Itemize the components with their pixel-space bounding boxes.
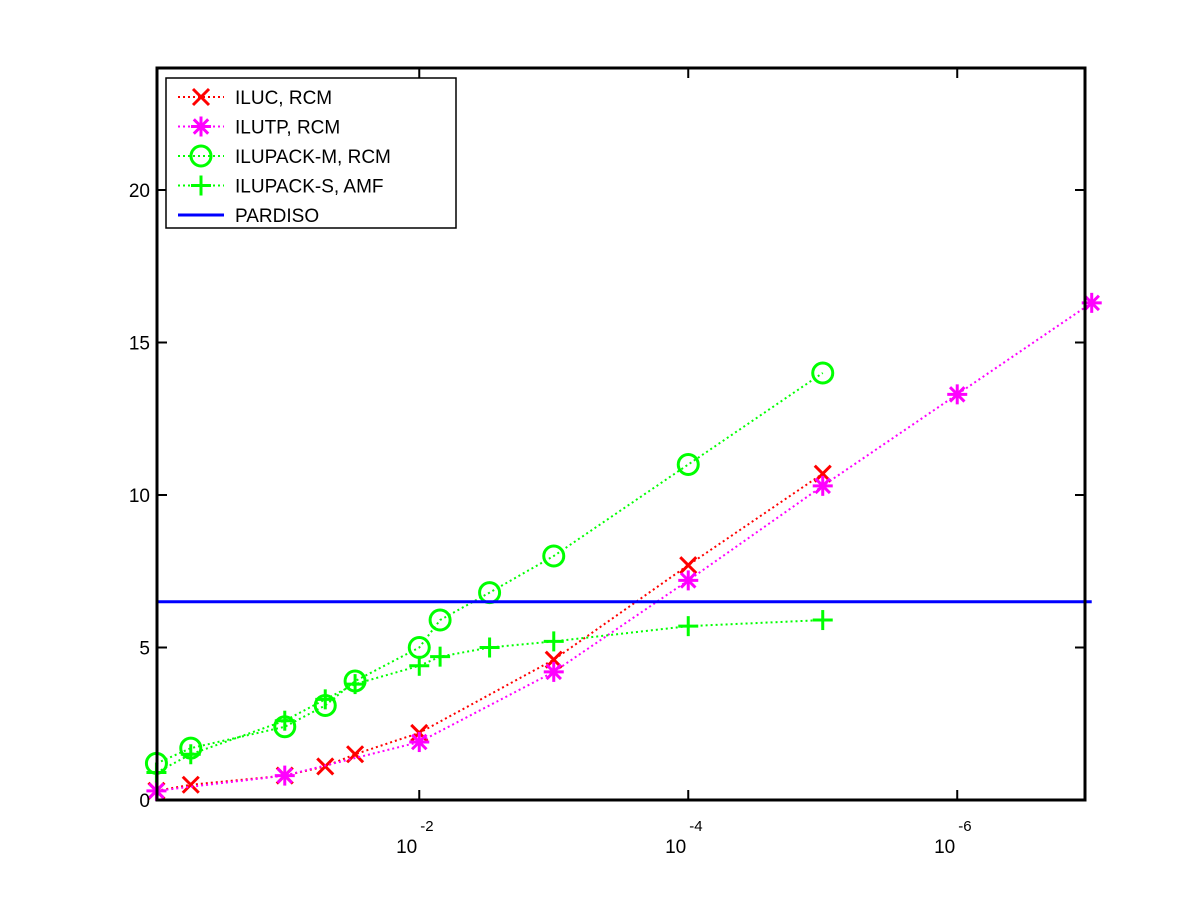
x-tick-label-exponent: -6 xyxy=(958,818,971,835)
point-ilupack-m-rcm-6 xyxy=(428,608,452,632)
point-ilutp-rcm-7-d2 xyxy=(1083,294,1100,312)
legend-entry-ilupack-m-rcm: ILUPACK-M, RCM xyxy=(178,144,391,168)
legend-label-ilutp-rcm: ILUTP, RCM xyxy=(235,118,340,139)
series-line-iluc-rcm xyxy=(156,472,824,792)
legend-entry-iluc-rcm: ILUC, RCM xyxy=(178,87,332,109)
x-tick-label-base: 10 xyxy=(396,837,417,858)
x-tick-label-exponent: -4 xyxy=(689,818,702,835)
point-ilupack-m-rcm-8 xyxy=(542,544,566,568)
point-ilutp-rcm-4-d2 xyxy=(679,572,697,589)
legend-label-ilupack-s-amf: ILUPACK-S, AMF xyxy=(235,177,384,198)
y-tick-label: 5 xyxy=(139,639,150,660)
legend-label-pardiso: PARDISO xyxy=(235,206,319,227)
x-tick-label-base: 10 xyxy=(665,837,686,858)
legend-label-iluc-rcm: ILUC, RCM xyxy=(235,88,332,109)
y-tick-label: 10 xyxy=(129,486,150,507)
axes-frame xyxy=(155,66,1087,802)
series-line-ilupack-s-amf xyxy=(155,619,823,774)
y-tick-label: 15 xyxy=(129,334,150,355)
legend-entry-ilupack-s-amf: ILUPACK-S, AMF xyxy=(178,175,384,198)
series-line-ilupack-m-rcm xyxy=(156,372,824,765)
series-layer xyxy=(144,292,1102,801)
x-tick-label-exponent: -2 xyxy=(420,818,433,835)
legend-marker-iluc-rcm-b xyxy=(191,87,211,107)
legend-marker-ilupack-m-rcm xyxy=(189,144,213,168)
point-ilutp-rcm-3-d2 xyxy=(545,663,563,681)
legend-entry-pardiso: PARDISO xyxy=(178,206,319,227)
legend-label-ilupack-m-rcm: ILUPACK-M, RCM xyxy=(235,147,391,168)
point-ilupack-m-rcm-9 xyxy=(676,453,700,476)
point-ilutp-rcm-6-d2 xyxy=(948,386,966,403)
legend: ILUC, RCM ILUTP, RCM ILUPACK-M, RCM ILUPACK… xyxy=(165,77,457,229)
x-tick-label-base: 10 xyxy=(934,837,955,858)
legend-marker-ilutp-rcm-d2 xyxy=(192,118,210,135)
point-iluc-rcm-1-b xyxy=(181,775,200,794)
point-ilutp-rcm-1-d2 xyxy=(276,767,294,784)
series-ilutp-rcm xyxy=(146,292,1102,801)
y-tick-label: 20 xyxy=(129,181,150,202)
y-tick-label: 0 xyxy=(139,791,150,812)
series-line-ilutp-rcm xyxy=(156,302,1093,792)
series-ilupack-m-rcm xyxy=(144,361,835,775)
legend-entry-ilutp-rcm: ILUTP, RCM xyxy=(178,116,340,139)
legend-box xyxy=(165,77,457,229)
point-iluc-rcm-7-b xyxy=(679,556,698,575)
point-ilutp-rcm-5-d2 xyxy=(814,477,831,495)
point-ilutp-rcm-2-d2 xyxy=(411,733,428,751)
point-ilupack-m-rcm-10 xyxy=(811,361,835,385)
series-ilupack-s-amf xyxy=(146,610,833,783)
